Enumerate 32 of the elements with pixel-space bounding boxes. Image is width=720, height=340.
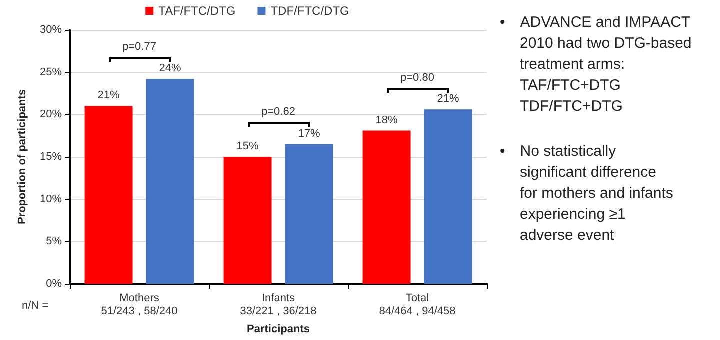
data-label: 17% [298,128,320,140]
y-tick-label: 25% [40,66,62,78]
y-tick-label: 10% [40,193,62,206]
data-label: 21% [437,93,460,106]
legend-label: TAF/FTC/DTG [158,4,236,18]
bar [224,157,272,284]
annotation: p=0.80 [400,72,436,84]
bar [362,130,411,284]
data-label: 18% [376,114,398,126]
y-tick-label: 30% [40,24,62,36]
text: • ADVANCE and IMPAACT 2010 had two DTG-based treatment arms: TAF/FTC+DTG TDF/FTC+DTG [500,13,693,117]
bar [424,110,472,284]
legend-label: TDF/FTC/DTG [270,4,350,18]
data-label: 24% [159,62,182,75]
text: n/N = [22,300,49,312]
y-tick-label: 5% [46,236,62,248]
x-tick-label: Mothers 51/243 , 58/240 [101,292,178,318]
bar [146,79,194,284]
y-tick-label: 20% [40,108,62,121]
bar [285,144,334,284]
annotation: p=0.77 [122,41,158,54]
text: • No statistically significant difference for mothers and infants experiencing ≥1 adverse event [500,142,674,246]
bar [84,106,133,284]
data-label: 21% [98,90,120,102]
x-tick-label: Total 84/464 , 94/458 [379,292,456,318]
annotation: p=0.62 [260,106,296,118]
x-axis-title: Participants [247,324,310,336]
y-tick-label: 0% [46,278,62,290]
data-label: 15% [236,140,259,152]
y-tick-label: 15% [40,151,62,163]
x-tick-label: Infants 33/221 , 36/218 [240,292,317,318]
y-axis-title: Proportion of participants [16,89,28,225]
